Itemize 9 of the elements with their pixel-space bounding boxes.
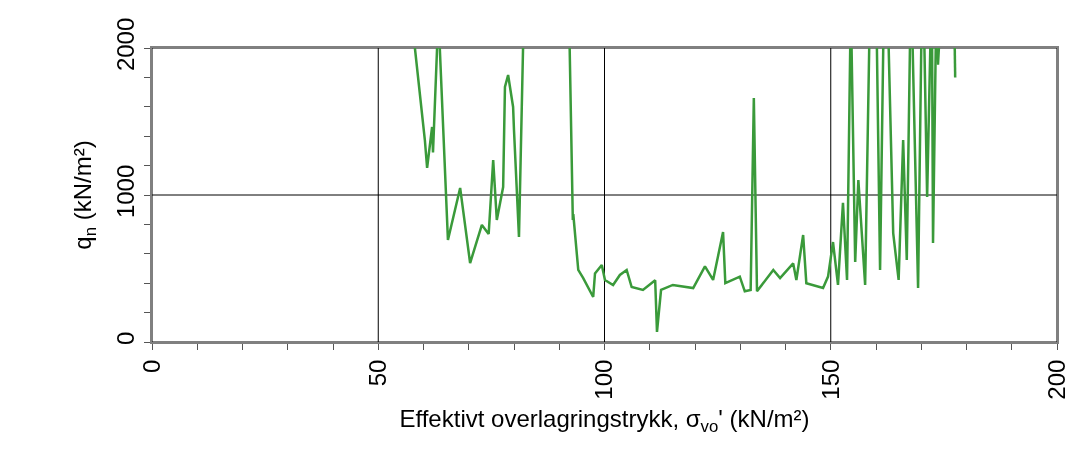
- x-tick-label: 100: [590, 359, 618, 400]
- y-tick-label: 1000: [112, 164, 140, 219]
- x-tick-label: 0: [137, 359, 165, 373]
- x-tick-label: 200: [1042, 359, 1070, 400]
- y-tick-label: 2000: [112, 17, 140, 72]
- x-tick-label: 50: [364, 359, 392, 387]
- y-tick-label: 0: [112, 331, 140, 346]
- x-axis-title: Effektivt overlagringstrykk, σ$_{vo}$' (kN/m²): [399, 405, 810, 437]
- x-tick-label: 150: [816, 359, 844, 400]
